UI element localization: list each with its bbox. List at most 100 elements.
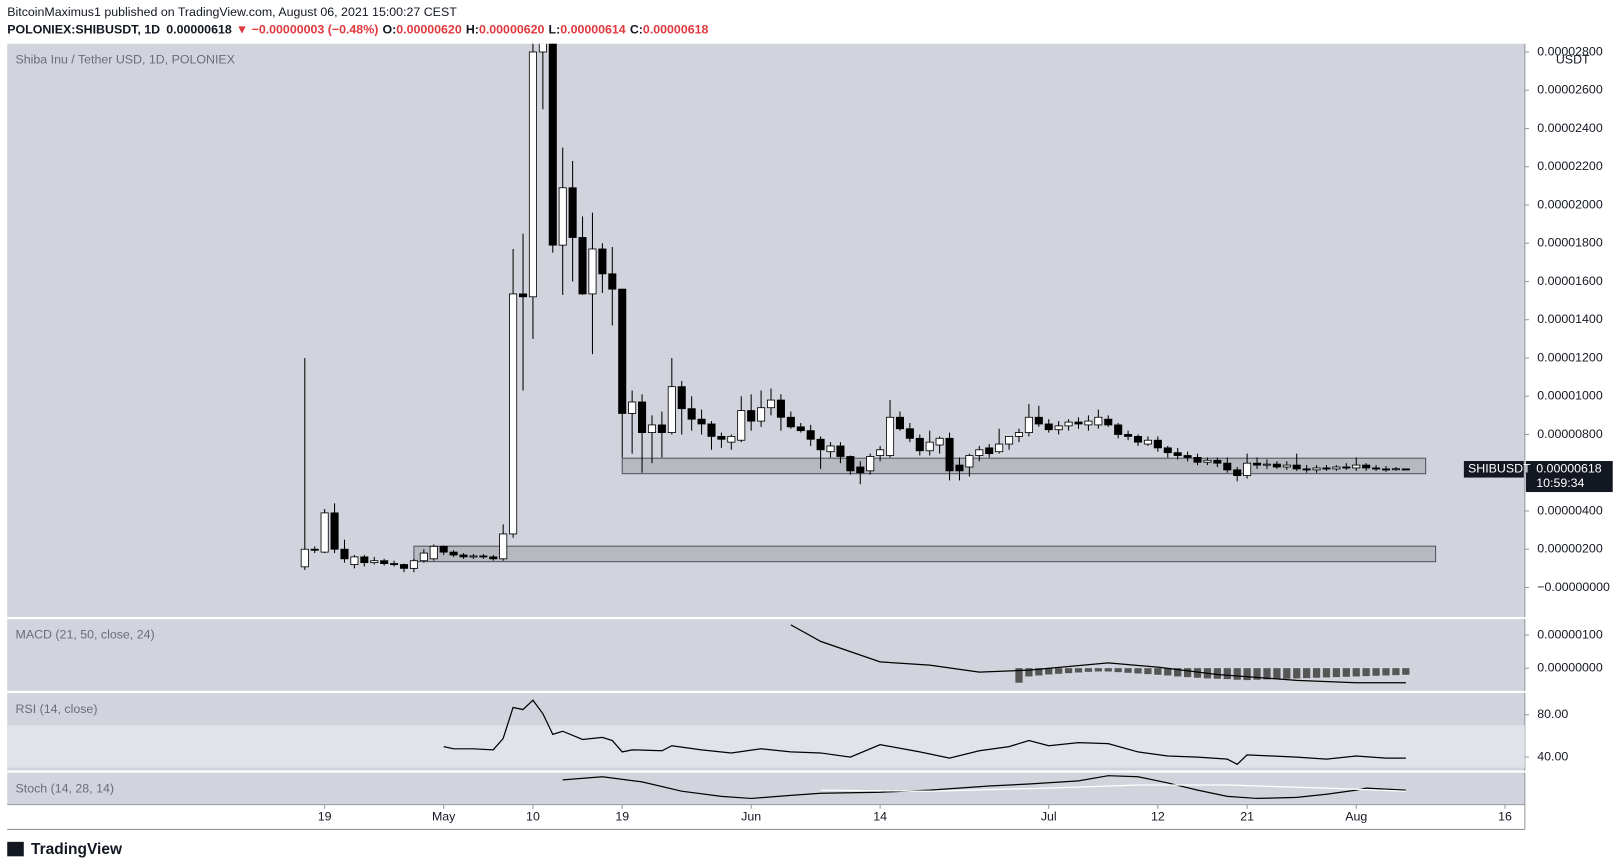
candle-body [826, 445, 835, 453]
histogram-bar [1015, 668, 1023, 683]
candle-body [1044, 423, 1053, 431]
candle-body [1064, 421, 1073, 427]
y-tick-label: 0.00002800 [1537, 44, 1603, 58]
candle-body [915, 437, 924, 452]
histogram-bar [1402, 668, 1410, 675]
histogram-bar [1243, 668, 1251, 681]
candle-body [429, 545, 438, 560]
candle-body [598, 248, 607, 275]
candle-body [618, 288, 627, 414]
candle-body [330, 512, 339, 550]
y-tick-label: 0.00000100 [1537, 627, 1603, 641]
x-tick-label: 16 [1498, 809, 1512, 823]
pane-title: RSI (14, close) [16, 702, 98, 716]
symbol-line: POLONIEX:SHIBUSDT, 1D 0.00000618 ▼ −0.0000… [7, 23, 708, 37]
candle-body [509, 293, 518, 535]
histogram-bar [1392, 668, 1400, 676]
histogram-bar [1064, 668, 1073, 674]
histogram-bar [1332, 668, 1341, 678]
candle-body [1114, 424, 1123, 435]
pane-title: Stoch (14, 28, 14) [16, 781, 114, 795]
logo-text: TradingView [31, 841, 123, 858]
candle-body [905, 428, 914, 439]
candle-body [727, 435, 736, 443]
x-tick-label: Jun [741, 809, 761, 823]
histogram-bar [1144, 668, 1152, 675]
x-tick-label: May [432, 809, 456, 823]
y-tick-label: −0.00000000 [1537, 580, 1610, 594]
candle-body [1391, 468, 1400, 471]
candle-body [1193, 457, 1202, 463]
histogram-bar [1233, 668, 1241, 680]
ohlc-key: H: [466, 23, 479, 37]
x-tick-label: Jul [1041, 809, 1057, 823]
candle-body [459, 554, 468, 558]
line [790, 624, 1406, 684]
histogram-bar [1164, 668, 1172, 676]
candle-body [985, 447, 994, 455]
candle-body [647, 424, 657, 433]
x-tick-label: 21 [1240, 809, 1254, 823]
candle-body [310, 548, 319, 551]
histogram-bar [1372, 668, 1380, 676]
histogram-bar [1293, 668, 1301, 679]
candle-body [1401, 468, 1410, 471]
ohlc-value: 0.00000618 [643, 23, 709, 37]
candle-body [1203, 459, 1212, 463]
candle-body [1282, 464, 1291, 468]
histogram-bar [1362, 668, 1370, 677]
candle-body [1322, 467, 1331, 470]
y-tick-label: 0.00002200 [1537, 159, 1603, 173]
candle-body [608, 273, 617, 290]
candle-body [1362, 464, 1371, 469]
candle-body [439, 545, 448, 553]
price-axis-background [1524, 43, 1621, 830]
x-tick-label: 14 [873, 809, 887, 823]
candle-body [895, 416, 904, 430]
plot-background [7, 43, 1525, 805]
candle-body [628, 401, 637, 414]
candle-body [489, 556, 498, 560]
candle-body [965, 455, 974, 468]
candle-body [1302, 468, 1311, 471]
line [820, 784, 1406, 792]
candle-body [1272, 463, 1281, 468]
histogram-bar [1223, 668, 1231, 680]
y-tick-label: 0.00000000 [1537, 660, 1603, 674]
symbol: POLONIEX:SHIBUSDT, 1D [7, 23, 160, 37]
histogram-bar [1094, 668, 1102, 672]
y-tick-label: 0.00000400 [1537, 503, 1603, 517]
histogram-bar [1114, 668, 1122, 673]
candle-body [1233, 469, 1242, 477]
candle-body [657, 424, 666, 433]
price-tag-countdown: 10:59:34 [1536, 476, 1584, 490]
candle-body [499, 533, 508, 560]
candle-body [350, 556, 359, 565]
candle-body [945, 437, 954, 472]
candle-body [886, 416, 895, 456]
pane [790, 624, 1410, 684]
ohlc-value: 0.00000620 [479, 23, 545, 37]
candle-body [757, 407, 766, 422]
candle-body [876, 449, 885, 456]
candle-body [1084, 420, 1093, 426]
candle-body [1034, 416, 1043, 425]
candle-body [340, 548, 349, 560]
zone [621, 457, 1427, 475]
logo: TradingView [7, 841, 123, 858]
y-tick-label: 40.00 [1537, 749, 1568, 763]
candle-body [1104, 418, 1113, 426]
candle-body [667, 386, 676, 433]
y-tick-label: 0.00002400 [1537, 121, 1603, 135]
candle-body [390, 563, 399, 566]
zone [413, 545, 1437, 563]
histogram-bar [1055, 668, 1063, 674]
histogram-bar [1045, 668, 1053, 675]
histogram-bar [1193, 668, 1202, 678]
candle-body [479, 555, 488, 558]
x-tick-label: 19 [615, 809, 629, 823]
candle-body [1292, 464, 1301, 470]
histogram-bar [1154, 668, 1162, 675]
candle-body [687, 408, 696, 420]
candle-body [1163, 447, 1172, 454]
